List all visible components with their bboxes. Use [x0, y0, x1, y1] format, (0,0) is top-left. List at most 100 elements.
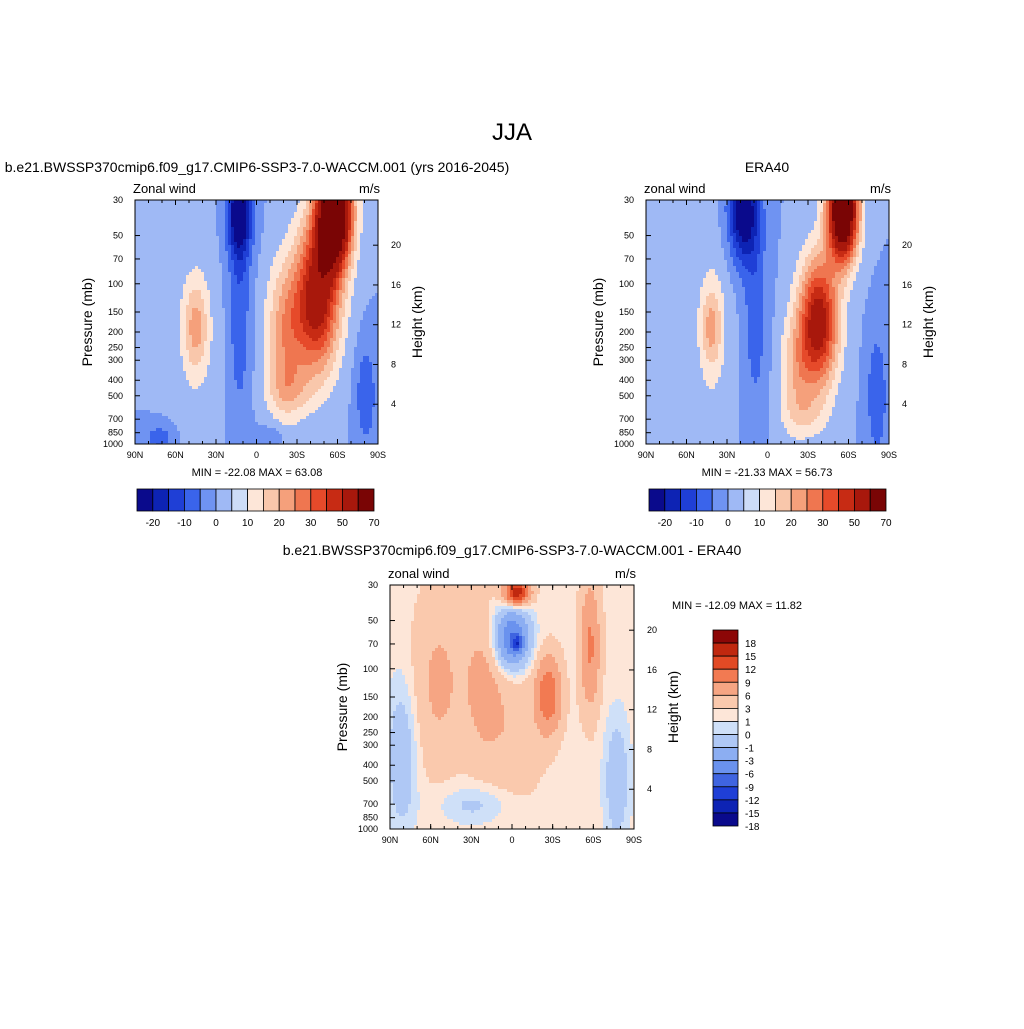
y-tick-label: 300 — [619, 355, 634, 365]
y2-tick-label: 16 — [647, 665, 657, 675]
y2-tick-label: 12 — [902, 320, 912, 330]
y2-axis-label: Height (km) — [409, 286, 425, 358]
colorbar-swatch — [713, 656, 738, 669]
panel-units-label: m/s — [870, 181, 891, 196]
colorbar-swatch — [200, 489, 216, 511]
colorbar-label: 12 — [745, 665, 757, 676]
y2-tick-label: 20 — [902, 240, 912, 250]
colorbar-label: -10 — [177, 518, 192, 529]
panel-left-label: zonal wind — [644, 181, 705, 196]
colorbar-swatch — [279, 489, 295, 511]
y-tick-label: 300 — [108, 355, 123, 365]
colorbar-label: -10 — [689, 518, 704, 529]
colorbar-swatch — [681, 489, 697, 511]
colorbar-swatch — [713, 800, 738, 813]
y-tick-label: 200 — [619, 327, 634, 337]
panel-left-label: zonal wind — [388, 566, 449, 581]
x-tick-label: 90N — [127, 450, 144, 460]
panel-left-label: Zonal wind — [133, 181, 196, 196]
colorbar-swatch — [712, 489, 728, 511]
x-tick-label: 60N — [167, 450, 184, 460]
colorbar-label: 9 — [745, 678, 751, 689]
x-tick-label: 30N — [208, 450, 225, 460]
y-tick-label: 30 — [368, 580, 378, 590]
y-axis-label: Pressure (mb) — [334, 663, 350, 752]
colorbar-swatch — [713, 774, 738, 787]
y-tick-label: 70 — [368, 639, 378, 649]
y2-tick-label: 4 — [647, 784, 652, 794]
colorbar-label: 10 — [242, 518, 254, 529]
colorbar-swatch — [839, 489, 855, 511]
colorbar-swatch — [713, 748, 738, 761]
y2-axis-label: Height (km) — [665, 671, 681, 743]
y2-tick-label: 4 — [391, 399, 396, 409]
y-tick-label: 70 — [624, 254, 634, 264]
x-tick-label: 90S — [626, 835, 642, 845]
colorbar-swatch — [823, 489, 839, 511]
y-tick-label: 30 — [113, 195, 123, 205]
y-tick-label: 70 — [113, 254, 123, 264]
y-tick-label: 400 — [363, 760, 378, 770]
y-tick-label: 30 — [624, 195, 634, 205]
x-tick-label: 0 — [254, 450, 259, 460]
colorbar-swatch — [760, 489, 776, 511]
y-tick-label: 100 — [363, 664, 378, 674]
colorbar-swatch — [184, 489, 200, 511]
y-tick-label: 50 — [624, 231, 634, 241]
colorbar-label: 3 — [745, 704, 751, 715]
colorbar-swatch — [870, 489, 886, 511]
y2-tick-label: 16 — [391, 280, 401, 290]
colorbar-swatch — [713, 787, 738, 800]
colorbar-swatch — [728, 489, 744, 511]
y-tick-label: 250 — [108, 343, 123, 353]
x-tick-label: 90N — [638, 450, 655, 460]
colorbar-label: -20 — [658, 518, 673, 529]
x-tick-label: 0 — [509, 835, 514, 845]
colorbar-swatch — [248, 489, 264, 511]
y-axis-label: Pressure (mb) — [79, 278, 95, 367]
x-tick-label: 30N — [463, 835, 480, 845]
colorbar-swatch — [713, 761, 738, 774]
y2-axis-label: Height (km) — [920, 286, 936, 358]
colorbar-swatch — [327, 489, 343, 511]
y-tick-label: 200 — [363, 712, 378, 722]
figure-title: JJA — [492, 119, 532, 146]
x-tick-label: 60N — [422, 835, 439, 845]
colorbar-swatch — [713, 630, 738, 643]
colorbar-label: 6 — [745, 691, 751, 702]
y2-tick-label: 12 — [647, 705, 657, 715]
panel-subtitle: b.e21.BWSSP370cmip6.f09_g17.CMIP6-SSP3-7… — [5, 159, 510, 175]
colorbar-swatch — [713, 695, 738, 708]
y-tick-label: 500 — [619, 391, 634, 401]
y-tick-label: 300 — [363, 740, 378, 750]
y-tick-label: 400 — [619, 375, 634, 385]
colorbar-swatch — [232, 489, 248, 511]
x-tick-label: 90N — [382, 835, 399, 845]
contour-field — [390, 585, 634, 829]
x-tick-label: 60N — [678, 450, 695, 460]
min-max-stats: MIN = -22.08 MAX = 63.08 — [192, 467, 323, 479]
colorbar-label: 70 — [368, 518, 380, 529]
x-tick-label: 60S — [585, 835, 601, 845]
y-tick-label: 150 — [363, 692, 378, 702]
colorbar-label: 50 — [337, 518, 349, 529]
x-tick-label: 30N — [719, 450, 736, 460]
y-tick-label: 500 — [363, 776, 378, 786]
colorbar-swatch — [713, 669, 738, 682]
y-tick-label: 700 — [363, 799, 378, 809]
y-tick-label: 250 — [363, 728, 378, 738]
colorbar-label: -15 — [745, 809, 760, 820]
colorbar-label: 18 — [745, 639, 757, 650]
colorbar-label: 70 — [880, 518, 892, 529]
colorbar-label: 10 — [754, 518, 766, 529]
y-tick-label: 400 — [108, 375, 123, 385]
colorbar-swatch — [713, 813, 738, 826]
y-tick-label: 100 — [108, 279, 123, 289]
y-tick-label: 700 — [619, 414, 634, 424]
x-tick-label: 60S — [840, 450, 856, 460]
x-tick-label: 60S — [329, 450, 345, 460]
y2-tick-label: 12 — [391, 320, 401, 330]
y-tick-label: 500 — [108, 391, 123, 401]
panel-subtitle: ERA40 — [745, 159, 790, 175]
